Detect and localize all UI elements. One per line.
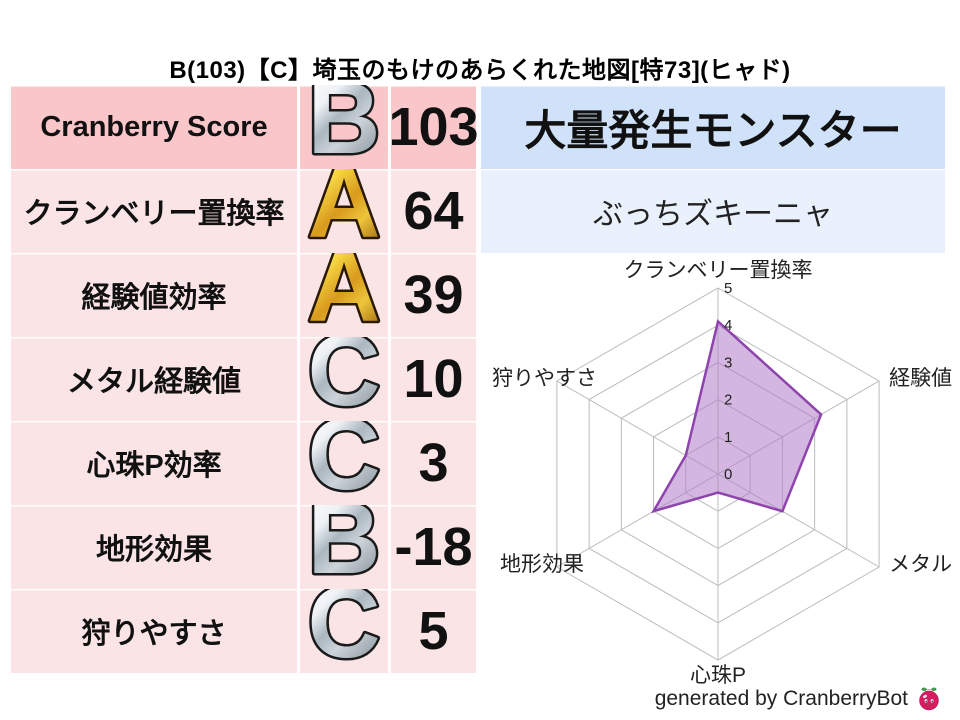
svg-text:A: A (308, 253, 381, 337)
svg-text:C: C (308, 421, 381, 505)
svg-text:5: 5 (724, 280, 732, 297)
svg-text:地形効果: 地形効果 (500, 553, 584, 576)
svg-text:経験値: 経験値 (889, 367, 952, 390)
svg-text:心珠P: 心珠P (690, 664, 746, 687)
svg-text:0: 0 (724, 466, 732, 483)
svg-text:A: A (308, 169, 381, 253)
svg-text:C: C (308, 589, 381, 673)
svg-text:B: B (308, 85, 381, 169)
svg-text:メタル: メタル (889, 553, 952, 576)
svg-text:狩りやすさ: 狩りやすさ (492, 367, 597, 390)
svg-text:3: 3 (724, 354, 732, 371)
svg-text:C: C (308, 337, 381, 421)
svg-text:1: 1 (724, 429, 732, 446)
svg-text:2: 2 (724, 392, 732, 409)
svg-text:B: B (308, 505, 381, 589)
svg-text:クランベリー置換率: クランベリー置換率 (624, 259, 813, 282)
svg-text:4: 4 (724, 317, 732, 334)
